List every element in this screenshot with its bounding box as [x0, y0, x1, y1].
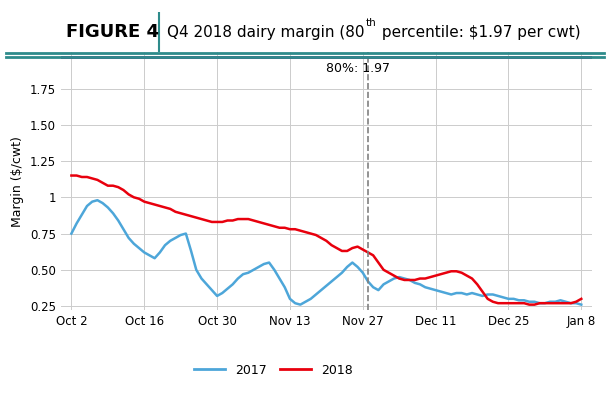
Legend: 2017, 2018: 2017, 2018	[189, 359, 357, 382]
Text: 80%: 1.97: 80%: 1.97	[326, 62, 390, 75]
Text: FIGURE 4: FIGURE 4	[66, 23, 159, 41]
Text: percentile: $1.97 per cwt): percentile: $1.97 per cwt)	[377, 25, 580, 39]
Text: Q4 2018 dairy margin (80: Q4 2018 dairy margin (80	[167, 25, 365, 39]
Text: th: th	[366, 18, 377, 28]
Y-axis label: Margin ($/cwt): Margin ($/cwt)	[12, 136, 24, 227]
